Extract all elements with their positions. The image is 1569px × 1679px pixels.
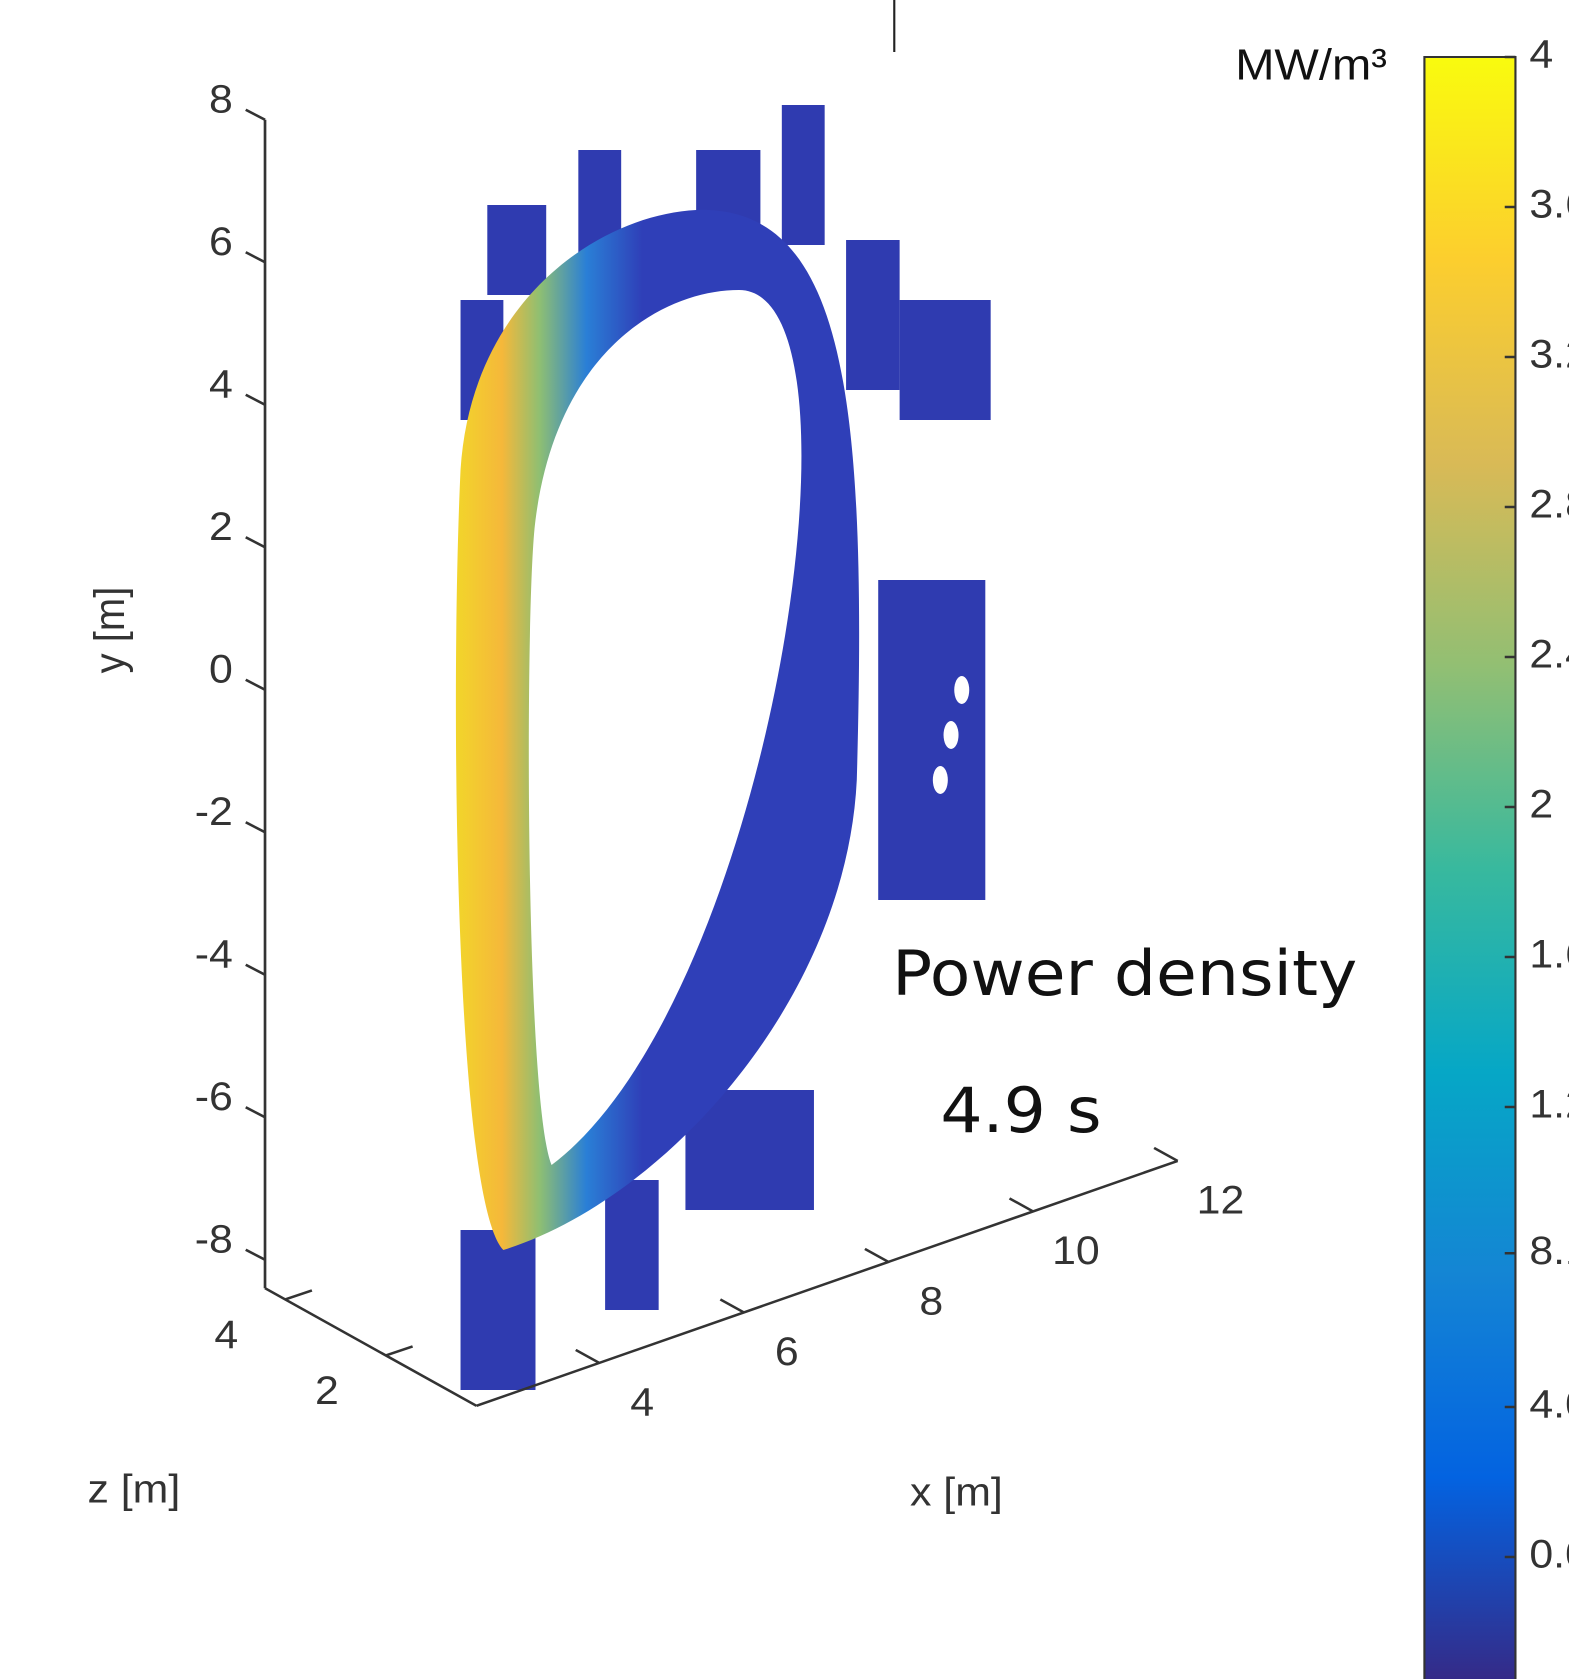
x-tick-label: 10: [1052, 1227, 1100, 1272]
z-tick: [284, 1289, 313, 1301]
z-tick-label: 4: [214, 1311, 238, 1356]
vessel: [455, 105, 991, 1390]
x-tick: [575, 1348, 601, 1364]
y-tick: [245, 1106, 266, 1119]
y-tick-label: -2: [195, 788, 233, 833]
x-axis-label: x [m]: [910, 1469, 1003, 1514]
colorbar-tick-label: 2.4: [1529, 631, 1569, 676]
colorbar: [1423, 56, 1517, 1679]
x-axis-line: [475, 1159, 1179, 1407]
z-tick: [385, 1345, 414, 1357]
y-tick-label: 6: [209, 218, 233, 263]
colorbar-tick-label: 0.0: [1529, 1531, 1569, 1576]
colorbar-tick-label: 4.0E-1: [1529, 1381, 1569, 1426]
x-tick: [1153, 1146, 1179, 1162]
x-tick: [719, 1298, 745, 1314]
y-tick-label: 2: [209, 503, 233, 548]
annotation: Power density: [892, 938, 1357, 1010]
colorbar-tick-label: 2: [1529, 781, 1553, 826]
y-tick: [245, 393, 266, 406]
colorbar-tick-label: 3.2: [1529, 331, 1569, 376]
colorbar-tick-label: 1.2: [1529, 1081, 1569, 1126]
y-tick-label: -4: [195, 931, 233, 976]
z-axis-label: z [m]: [87, 1466, 180, 1511]
x-tick-label: 12: [1197, 1177, 1245, 1222]
annotation: 4.9 s: [940, 1075, 1101, 1147]
y-tick-label: 0: [209, 646, 233, 691]
colorbar-label: MW/m³: [1235, 40, 1387, 89]
y-tick-label: -8: [195, 1216, 233, 1261]
z-axis-line: [264, 1287, 478, 1407]
x-tick-label: 4: [630, 1379, 654, 1424]
colorbar-tick-label: 4: [1529, 31, 1553, 76]
y-tick: [245, 108, 266, 121]
y-tick: [245, 678, 266, 691]
x-tick: [864, 1247, 890, 1263]
x-tick: [1008, 1197, 1034, 1213]
x-tick-label: 8: [919, 1278, 943, 1323]
x-tick-label: 6: [775, 1328, 799, 1373]
colorbar-tick-label: 1.6: [1529, 931, 1569, 976]
z-tick-label: 2: [315, 1367, 339, 1412]
colorbar-tick-label: 8.1E-1: [1529, 1227, 1569, 1272]
y-tick: [245, 963, 266, 976]
y-tick-label: -6: [195, 1073, 233, 1118]
y-tick: [245, 251, 266, 264]
y-tick-label: 8: [209, 76, 233, 121]
y-tick: [245, 536, 266, 549]
colorbar-tick-label: 3.6: [1529, 181, 1569, 226]
y-tick-label: 4: [209, 361, 233, 406]
y-tick: [245, 821, 266, 834]
colorbar-tick-label: 2.8: [1529, 481, 1569, 526]
y-axis-label: y [m]: [84, 587, 133, 674]
y-tick: [245, 1248, 266, 1261]
